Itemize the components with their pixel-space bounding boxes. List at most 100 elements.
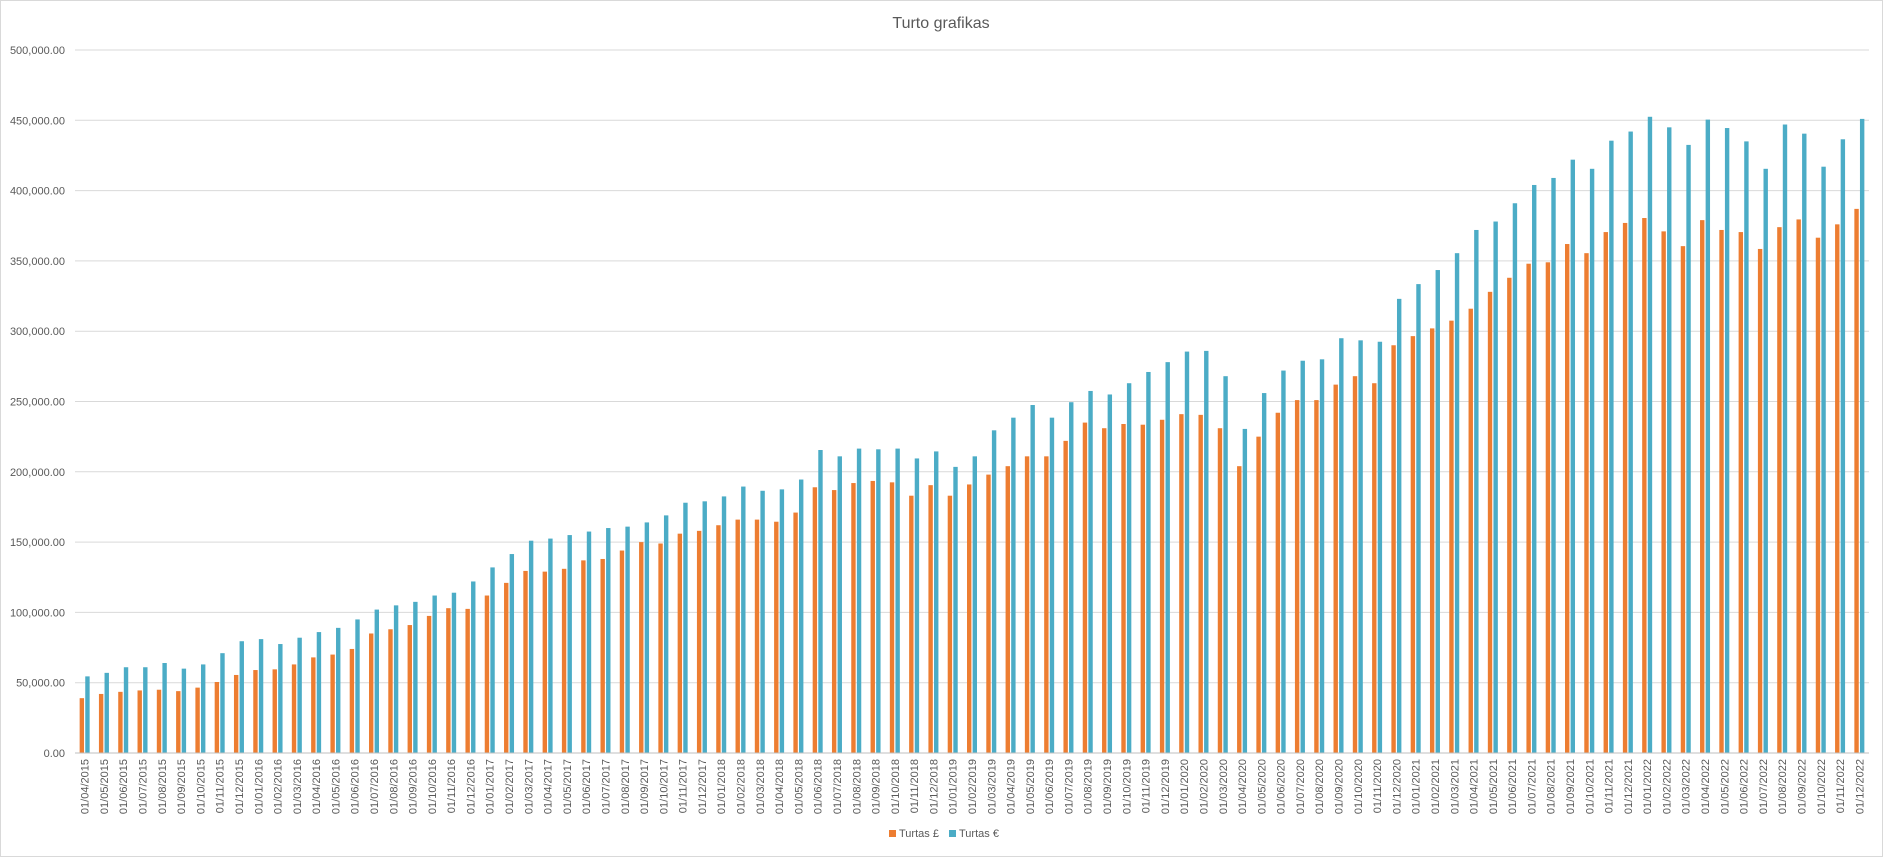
x-tick-label: 01/04/2020 — [1237, 759, 1249, 814]
bar-turtas-gbp — [831, 490, 837, 753]
x-tick-label: 01/02/2016 — [273, 759, 285, 814]
legend: Turtas £ Turtas € — [889, 828, 999, 840]
bar-turtas-gbp — [793, 512, 798, 753]
bar-turtas-gbp — [426, 615, 432, 753]
bar-turtas-gbp — [1622, 222, 1628, 754]
chart-title: Turto grafikas — [892, 15, 989, 32]
bar-turtas-gbp — [1700, 220, 1705, 754]
bar-turtas-eur — [374, 609, 379, 753]
bar-turtas-eur — [644, 522, 650, 753]
bar-turtas-gbp — [272, 669, 277, 753]
bar-turtas-gbp — [677, 533, 683, 753]
bar-turtas-eur — [798, 479, 804, 753]
bar-turtas-eur — [1281, 370, 1286, 753]
x-tick-label: 01/04/2017 — [543, 759, 555, 814]
x-tick-label: 01/03/2016 — [292, 759, 304, 814]
bar-turtas-gbp — [1584, 253, 1589, 754]
x-tick-label: 01/02/2021 — [1430, 759, 1442, 814]
x-tick-label: 01/05/2019 — [1025, 759, 1037, 814]
bar-turtas-eur — [1088, 390, 1093, 753]
x-tick-label: 01/08/2017 — [620, 759, 632, 814]
bar-turtas-eur — [1821, 166, 1826, 753]
bar-turtas-gbp — [214, 681, 220, 753]
bar-turtas-eur — [143, 667, 148, 753]
x-tick-label: 01/07/2019 — [1063, 759, 1075, 814]
bar-turtas-eur — [1126, 383, 1132, 753]
bar-turtas-eur — [1474, 229, 1479, 753]
bar-turtas-gbp — [1603, 232, 1608, 753]
bar-turtas-gbp — [1777, 227, 1782, 753]
x-tick-label: 01/09/2016 — [408, 759, 420, 814]
bar-turtas-eur — [336, 627, 341, 753]
bar-turtas-eur — [355, 619, 360, 753]
bar-turtas-eur — [490, 567, 495, 753]
x-tick-label: 01/04/2022 — [1700, 759, 1712, 814]
bar-turtas-eur — [1049, 417, 1055, 753]
x-tick-label: 01/10/2022 — [1816, 759, 1828, 814]
bar-turtas-gbp — [1294, 400, 1300, 753]
bar-turtas-gbp — [1815, 237, 1821, 754]
bar-turtas-gbp — [137, 690, 142, 753]
x-tick-label: 01/09/2019 — [1102, 759, 1114, 814]
x-tick-label: 01/08/2020 — [1314, 759, 1326, 814]
y-tick-label: 400,000.00 — [10, 186, 65, 198]
bar-turtas-eur — [1011, 417, 1016, 753]
x-tick-label: 01/12/2020 — [1391, 759, 1403, 814]
bar-turtas-gbp — [1044, 456, 1049, 753]
legend-swatch-eur — [949, 830, 956, 837]
bar-turtas-gbp — [581, 560, 586, 753]
bar-turtas-gbp — [1102, 428, 1107, 753]
y-tick-label: 100,000.00 — [10, 607, 65, 619]
x-tick-label: 01/05/2022 — [1719, 759, 1731, 814]
x-tick-label: 01/07/2016 — [369, 759, 381, 814]
bar-turtas-eur — [1686, 144, 1691, 753]
x-tick-label: 01/06/2020 — [1276, 759, 1288, 814]
bar-turtas-gbp — [1063, 440, 1068, 753]
bar-turtas-eur — [1667, 127, 1672, 753]
bar-turtas-gbp — [1487, 291, 1493, 753]
bar-turtas-gbp — [233, 674, 239, 753]
bar-turtas-gbp — [696, 530, 702, 753]
x-tick-label: 01/12/2019 — [1160, 759, 1172, 814]
bar-turtas-eur — [181, 668, 187, 753]
bar-turtas-gbp — [465, 608, 470, 753]
bar-turtas-eur — [1165, 362, 1170, 753]
bar-turtas-eur — [104, 672, 109, 753]
x-tick-label: 01/09/2015 — [176, 759, 188, 814]
x-tick-label: 01/04/2018 — [774, 759, 786, 814]
bar-turtas-eur — [1107, 394, 1113, 753]
bar-turtas-gbp — [1159, 419, 1165, 753]
bar-turtas-gbp — [1468, 308, 1473, 753]
bar-turtas-eur — [471, 581, 476, 753]
bar-turtas-eur — [972, 456, 977, 753]
x-tick-label: 01/06/2021 — [1507, 759, 1519, 814]
x-tick-label: 01/09/2020 — [1334, 759, 1346, 814]
bar-turtas-eur — [1435, 270, 1440, 753]
bar-turtas-eur — [1454, 253, 1460, 754]
bar-turtas-gbp — [1738, 232, 1744, 753]
bar-turtas-gbp — [1140, 424, 1146, 753]
bar-turtas-eur — [1261, 393, 1267, 753]
bar-turtas-gbp — [1005, 466, 1010, 753]
bar-turtas-gbp — [812, 487, 818, 753]
y-tick-label: 200,000.00 — [10, 467, 65, 479]
bar-turtas-eur — [876, 449, 881, 753]
bar-turtas-eur — [1802, 133, 1807, 754]
x-tick-label: 01/06/2019 — [1044, 759, 1056, 814]
x-tick-label: 01/09/2022 — [1796, 759, 1808, 814]
x-tick-label: 01/05/2017 — [562, 759, 574, 814]
bar-turtas-eur — [1570, 159, 1575, 754]
x-tick-label: 01/03/2018 — [755, 759, 767, 814]
bar-turtas-eur — [1416, 284, 1421, 753]
y-tick-label: 250,000.00 — [10, 397, 65, 409]
bar-turtas-gbp — [542, 571, 548, 753]
bar-turtas-eur — [586, 531, 592, 753]
legend-swatch-gbp — [889, 830, 896, 837]
bar-turtas-gbp — [639, 542, 644, 753]
x-tick-label: 01/03/2021 — [1449, 759, 1461, 814]
x-tick-label: 01/06/2017 — [581, 759, 593, 814]
bar-turtas-eur — [1493, 221, 1498, 754]
bar-turtas-gbp — [118, 691, 123, 753]
bar-turtas-gbp — [1642, 218, 1647, 754]
bar-turtas-gbp — [1719, 229, 1724, 753]
